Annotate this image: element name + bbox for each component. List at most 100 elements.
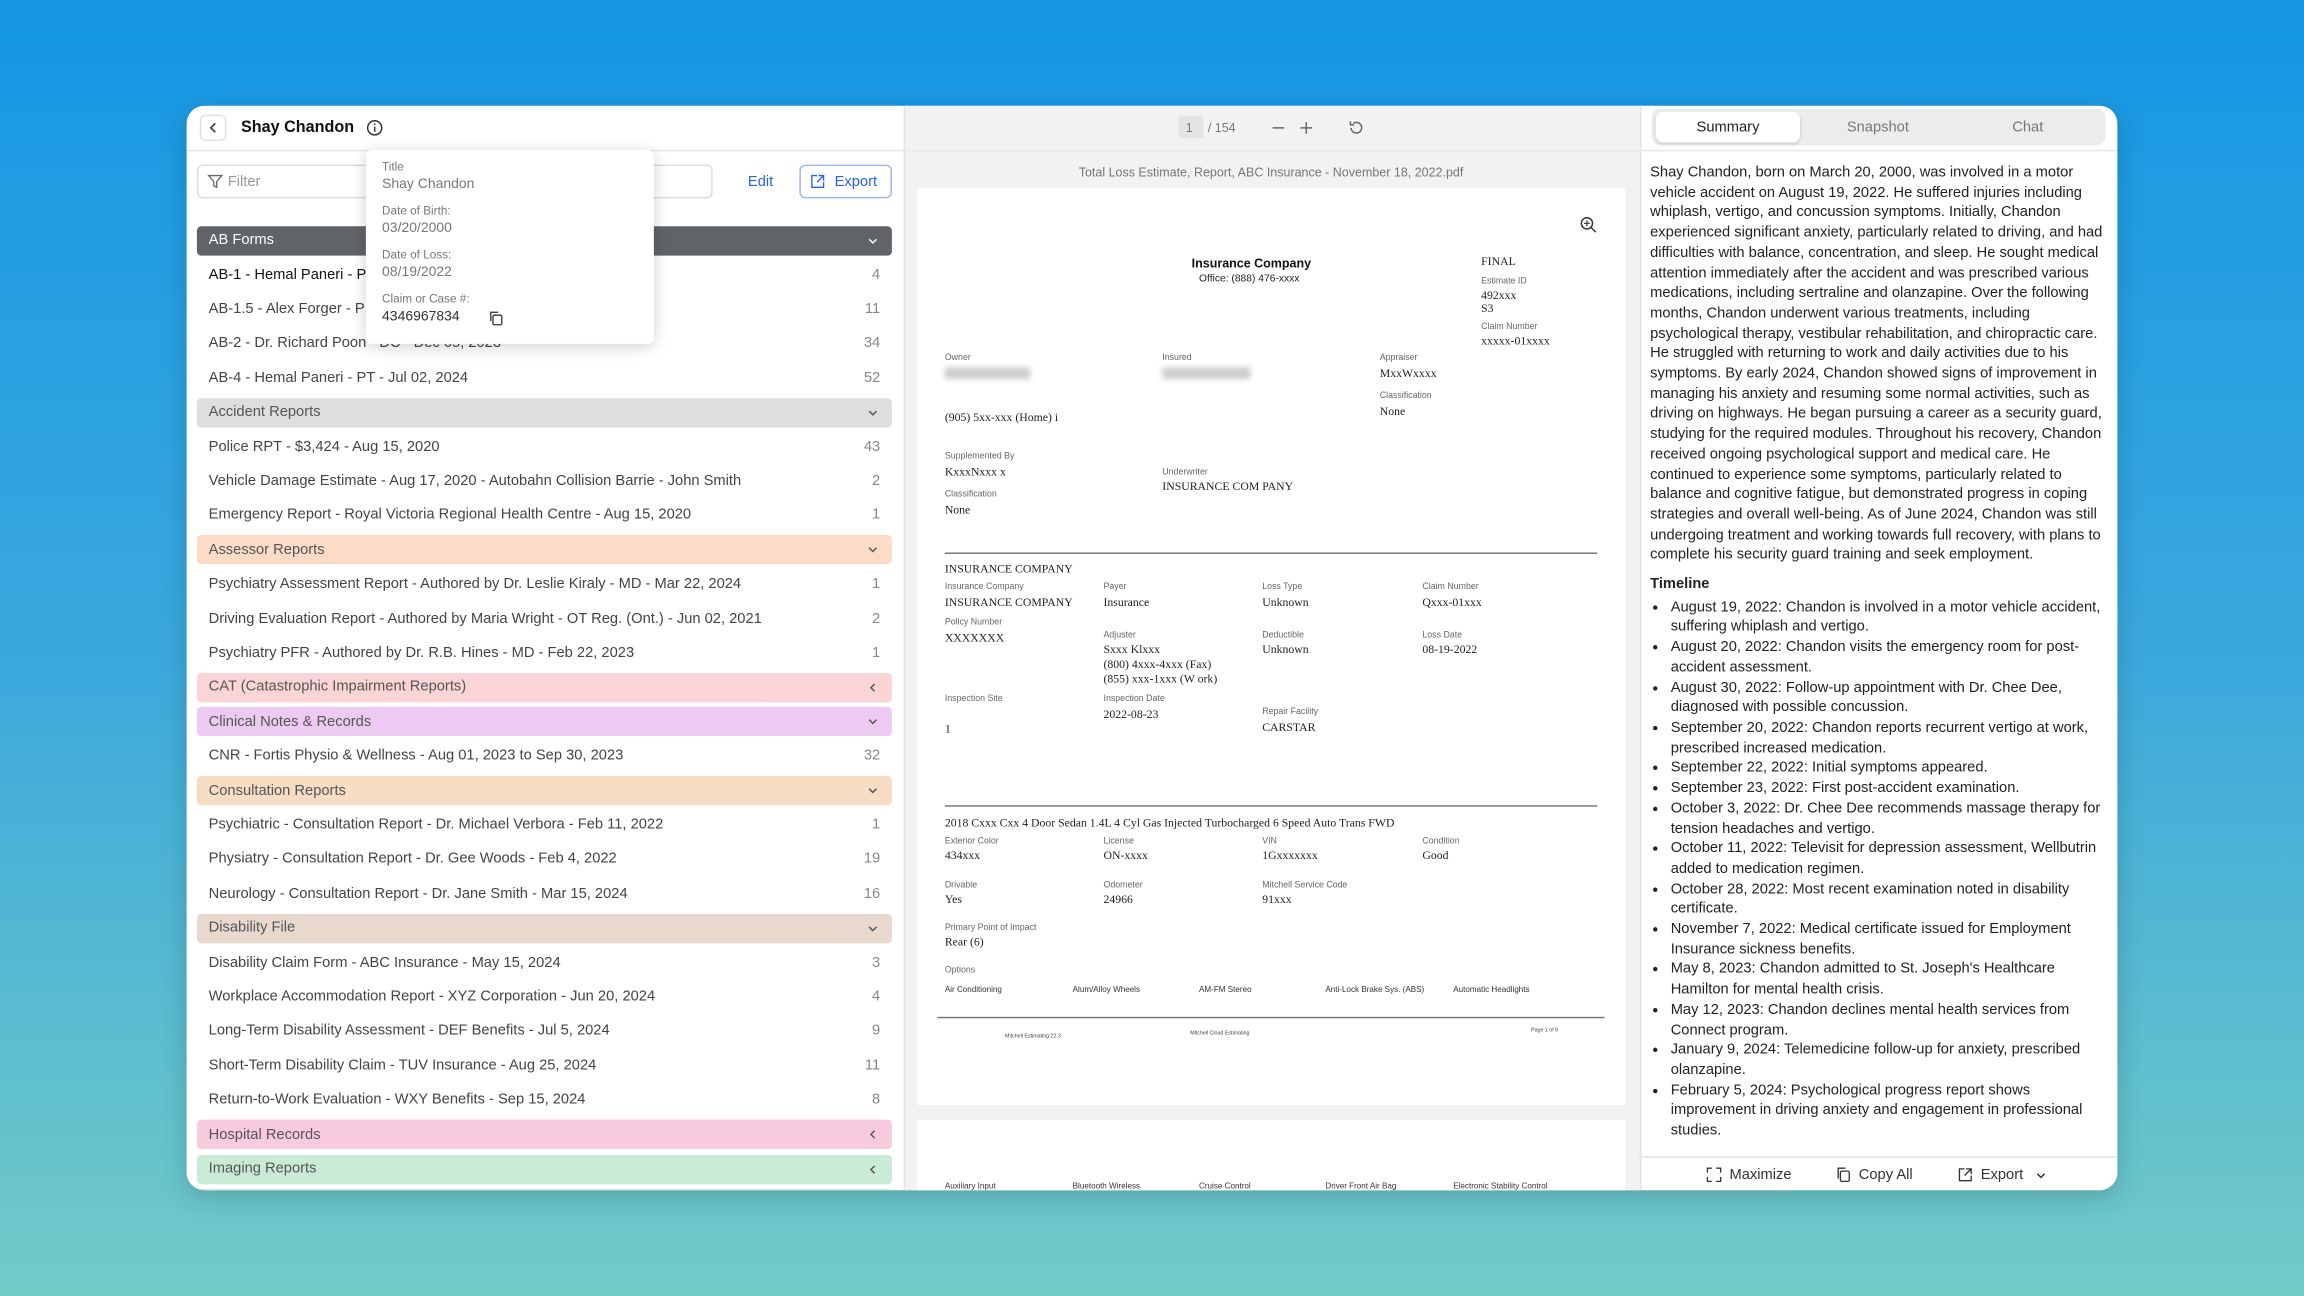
document-text: 1Gxxxxxxx bbox=[1262, 848, 1318, 862]
page-number: 1 bbox=[1185, 120, 1193, 136]
document-text: 492xxx bbox=[1481, 288, 1517, 302]
case-name[interactable]: Shay Chandon bbox=[240, 119, 355, 137]
item-count: 1 bbox=[871, 576, 881, 593]
document-item[interactable]: Psychiatry PFR - Authored by Dr. R.B. Hi… bbox=[197, 636, 892, 670]
group-header[interactable]: CAT (Catastrophic Impairment Reports) bbox=[196, 672, 892, 703]
document-item[interactable]: Vehicle Damage Estimate - Aug 17, 2020 -… bbox=[197, 464, 892, 498]
document-text: ON-xxxx bbox=[1103, 848, 1148, 862]
copy-icon[interactable] bbox=[488, 310, 504, 326]
tab[interactable]: Chat bbox=[2012, 119, 2044, 136]
chevron[interactable] bbox=[865, 1127, 880, 1142]
action-icon bbox=[1706, 1167, 1722, 1183]
item-label: AB-1.5 - Alex Forger - P bbox=[208, 301, 365, 318]
document-text: Loss Date bbox=[1422, 631, 1463, 641]
chevron[interactable] bbox=[865, 233, 880, 248]
chevron[interactable] bbox=[865, 543, 880, 558]
tab[interactable]: Snapshot bbox=[1846, 119, 1909, 136]
chevron[interactable] bbox=[865, 783, 880, 798]
chevron[interactable] bbox=[865, 680, 880, 695]
document-text: Deductible bbox=[1262, 631, 1304, 641]
document-item[interactable]: AB-4 - Hemal Paneri - PT - Jul 02, 2024 5… bbox=[197, 361, 892, 395]
chevron[interactable] bbox=[865, 405, 880, 420]
tab[interactable]: Summary bbox=[1696, 119, 1760, 136]
document-text: Insurance Company bbox=[944, 583, 1024, 593]
group-header[interactable]: Accident Reports bbox=[196, 397, 892, 428]
document-text: Unknown bbox=[1262, 595, 1309, 610]
document-text: Automatic Headlights bbox=[1453, 985, 1530, 995]
item-count: 43 bbox=[863, 438, 881, 455]
item-label: Disability Claim Form - ABC Insurance - … bbox=[208, 954, 561, 971]
item-label: Physiatry - Consultation Report - Dr. Ge… bbox=[208, 851, 617, 868]
rotate-button[interactable] bbox=[1347, 119, 1365, 137]
document-text: Claim Number bbox=[1481, 323, 1538, 333]
document-item[interactable]: AB-1 - Hemal Paneri - P 4 bbox=[197, 258, 892, 292]
item-count: 16 bbox=[863, 885, 881, 902]
page-total: / 154 bbox=[1207, 120, 1236, 136]
action-icon bbox=[1958, 1168, 1972, 1182]
document-item[interactable]: Return-to-Work Evaluation - WXY Benefits… bbox=[197, 1083, 892, 1117]
group-header[interactable]: Disability File bbox=[196, 913, 892, 943]
document-item[interactable]: Disability Claim Form - ABC Insurance - … bbox=[197, 945, 892, 979]
page-input[interactable] bbox=[1178, 116, 1204, 139]
item-label: Workplace Accommodation Report - XYZ Cor… bbox=[208, 988, 656, 1006]
window-layer: Shay Chandon Filter Edit Export AB Forms… bbox=[186, 105, 2118, 1191]
item-count: 2 bbox=[871, 473, 881, 490]
document-item[interactable]: Driving Evaluation Report - Authored by … bbox=[197, 602, 892, 636]
document-text: FINAL bbox=[1481, 254, 1516, 269]
document-item[interactable]: Police RPT - $3,424 - Aug 15, 2020 43 bbox=[197, 430, 892, 464]
group-header[interactable]: Imaging Reports bbox=[196, 1154, 892, 1184]
document-text: Adjuster bbox=[1103, 631, 1136, 641]
action-button[interactable]: Maximize bbox=[1729, 1167, 1792, 1184]
document-item[interactable]: Neurology - Consultation Report - Dr. Ja… bbox=[197, 877, 892, 911]
document-text: (800) 4xxx-4xxx (Fax) bbox=[1103, 657, 1212, 671]
document-text: KxxxNxxx x bbox=[944, 465, 1006, 479]
chevron[interactable] bbox=[865, 1162, 880, 1177]
document-text: Classification bbox=[1379, 392, 1432, 402]
dropdown-chevron[interactable] bbox=[2034, 1168, 2049, 1183]
filter-icon bbox=[207, 174, 224, 189]
group-header[interactable]: Hospital Records bbox=[196, 1119, 892, 1150]
item-count: 9 bbox=[871, 1023, 881, 1040]
group-header[interactable]: Consultation Reports bbox=[196, 775, 892, 806]
redacted-text bbox=[944, 367, 1031, 380]
group-header[interactable]: Clinical Notes & Records bbox=[196, 707, 892, 737]
document-text: Claim Number bbox=[1422, 583, 1479, 593]
rule bbox=[944, 805, 1598, 807]
document-text: Payer bbox=[1103, 583, 1127, 593]
zoom-icon[interactable] bbox=[1580, 216, 1598, 234]
info-icon[interactable] bbox=[366, 119, 384, 137]
document-text: 24966 bbox=[1103, 892, 1133, 906]
document-item[interactable]: CNR - Fortis Physio & Wellness - Aug 01,… bbox=[197, 739, 892, 773]
edit-button[interactable]: Edit bbox=[747, 174, 774, 191]
document-text: Options bbox=[944, 966, 976, 976]
document-item[interactable]: Long-Term Disability Assessment - DEF Be… bbox=[197, 1014, 892, 1048]
document-item[interactable]: Workplace Accommodation Report - XYZ Cor… bbox=[197, 980, 892, 1014]
document-text: None bbox=[944, 503, 971, 517]
action-button[interactable]: Export bbox=[1980, 1167, 2024, 1184]
timeline: August 19, 2022: Chandon is involved in … bbox=[1650, 598, 2108, 1142]
document-text: Inspection Site bbox=[944, 695, 1003, 704]
document-item[interactable]: AB-1.5 - Alex Forger - P 11 bbox=[197, 292, 892, 326]
timeline-item: October 11, 2022: Televisit for depressi… bbox=[1671, 839, 2109, 879]
zoom-controls[interactable] bbox=[1271, 119, 1322, 137]
document-item[interactable]: Short-Term Disability Claim - TUV Insura… bbox=[197, 1049, 892, 1083]
group-header[interactable]: Assessor Reports bbox=[196, 535, 892, 565]
document-text: Underwriter bbox=[1162, 468, 1208, 478]
document-item[interactable]: Emergency Report - Royal Victoria Region… bbox=[197, 498, 892, 532]
summary-panel: Shay Chandon, born on March 20, 2000, wa… bbox=[1650, 163, 2108, 1156]
document-text: Driver Front Air Bag bbox=[1325, 1182, 1397, 1191]
document-text: (905) 5xx-xxx (Home) i bbox=[944, 410, 1059, 424]
field-value: 08/19/2022 bbox=[382, 264, 452, 281]
document-item[interactable]: Physiatry - Consultation Report - Dr. Ge… bbox=[197, 842, 892, 876]
group-header[interactable] bbox=[196, 1188, 892, 1191]
document-item[interactable]: Psychiatry Assessment Report - Authored … bbox=[197, 567, 892, 601]
export-button[interactable] bbox=[799, 164, 892, 199]
document-item[interactable]: Psychiatric - Consultation Report - Dr. … bbox=[197, 808, 892, 842]
chevron[interactable] bbox=[865, 715, 880, 730]
chevron[interactable] bbox=[865, 921, 880, 936]
action-button[interactable]: Copy All bbox=[1858, 1167, 1913, 1184]
item-count: 3 bbox=[871, 954, 881, 971]
group-name: Consultation Reports bbox=[208, 782, 346, 799]
back-button[interactable] bbox=[199, 114, 227, 142]
timeline-item: October 3, 2022: Dr. Chee Dee recommends… bbox=[1671, 799, 2109, 839]
